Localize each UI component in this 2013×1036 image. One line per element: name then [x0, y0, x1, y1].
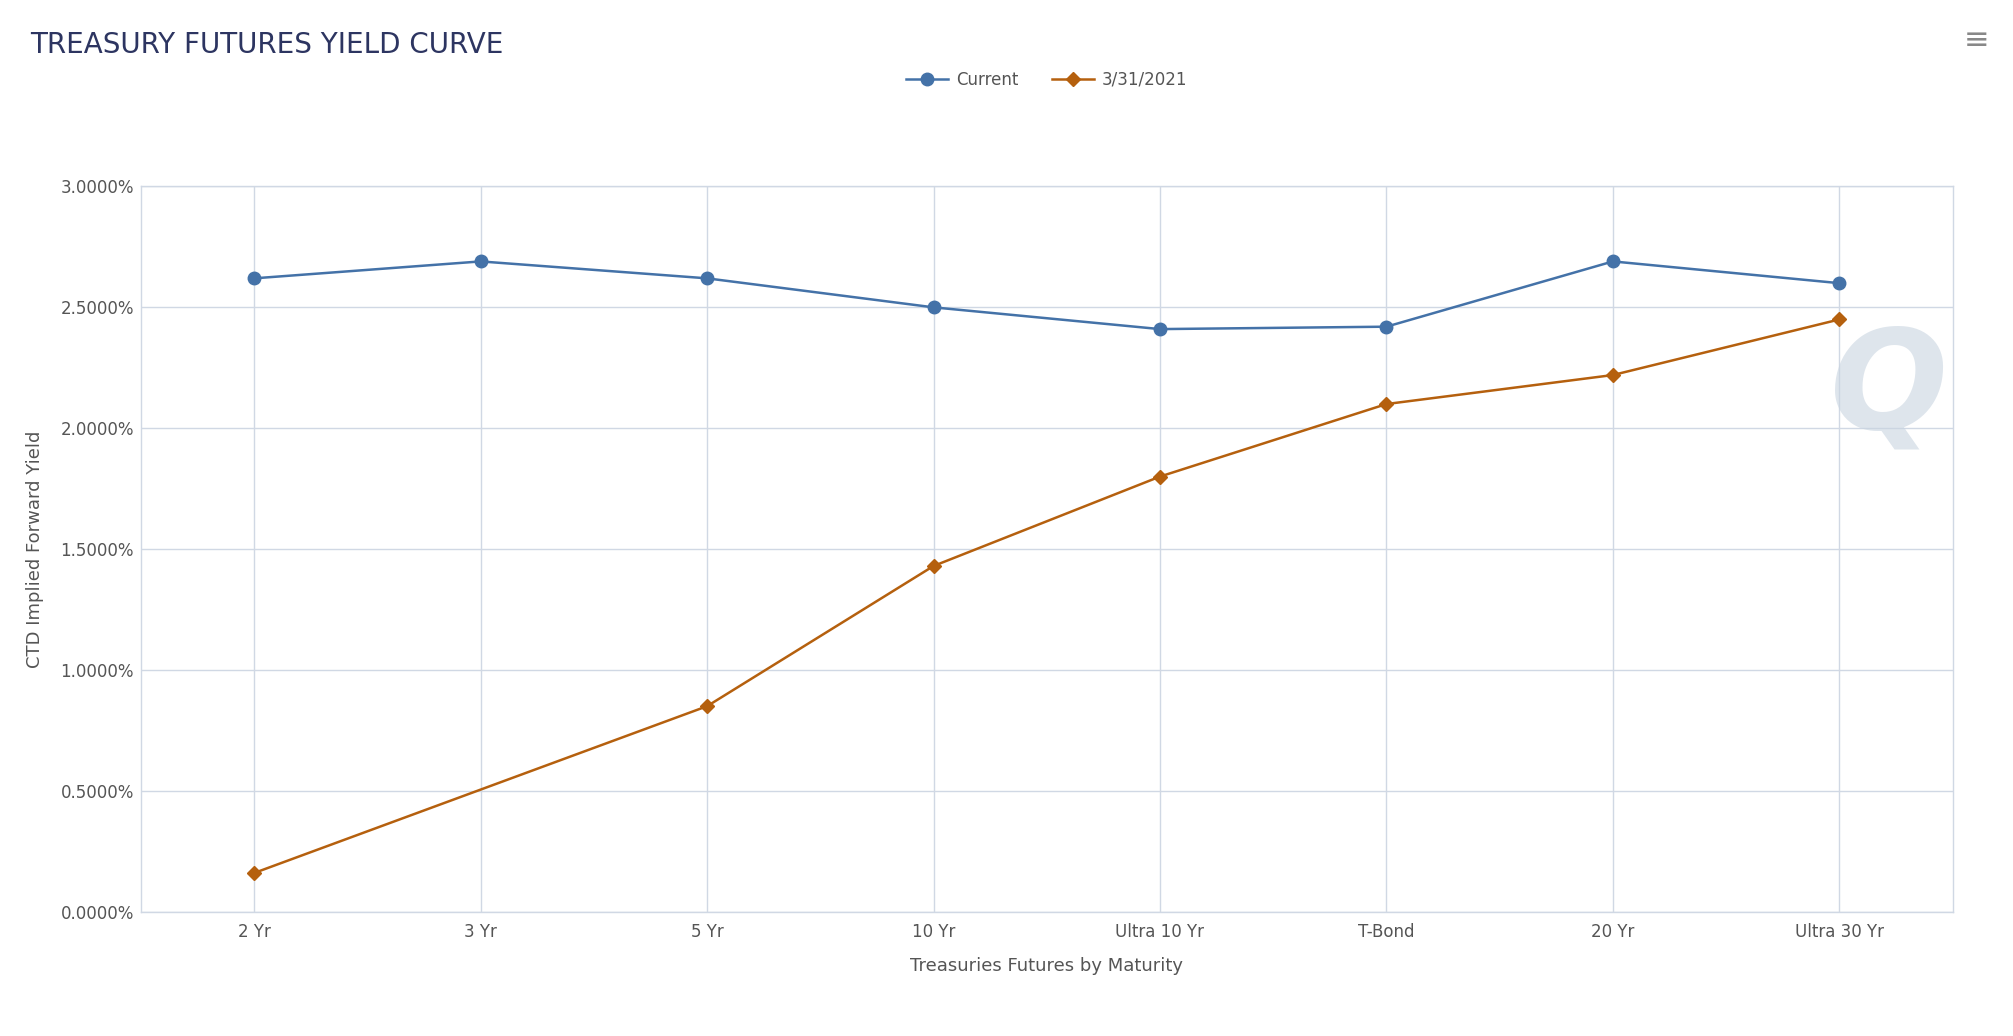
Current — [242, 272, 266, 285]
X-axis label: Treasuries Futures by Maturity: Treasuries Futures by Maturity — [910, 957, 1184, 976]
3/31/2021 — [1147, 470, 1172, 483]
Line: Current: Current — [248, 255, 1846, 336]
Legend: Current, 3/31/2021: Current, 3/31/2021 — [900, 64, 1194, 95]
3/31/2021 — [922, 559, 946, 572]
Current — [1147, 323, 1172, 336]
3/31/2021 — [1828, 313, 1852, 325]
3/31/2021 — [1375, 398, 1399, 410]
Text: TREASURY FUTURES YIELD CURVE: TREASURY FUTURES YIELD CURVE — [30, 31, 503, 59]
Current — [469, 255, 493, 267]
3/31/2021 — [694, 700, 719, 713]
3/31/2021 — [242, 867, 266, 880]
3/31/2021 — [1600, 369, 1624, 381]
Current — [922, 301, 946, 314]
Text: ≡: ≡ — [1963, 26, 1989, 55]
Line: 3/31/2021: 3/31/2021 — [250, 315, 1844, 877]
Current — [1600, 255, 1624, 267]
Current — [694, 272, 719, 285]
Current — [1375, 320, 1399, 333]
Text: Q: Q — [1830, 322, 1949, 457]
Y-axis label: CTD Implied Forward Yield: CTD Implied Forward Yield — [26, 430, 44, 668]
Current — [1828, 277, 1852, 289]
